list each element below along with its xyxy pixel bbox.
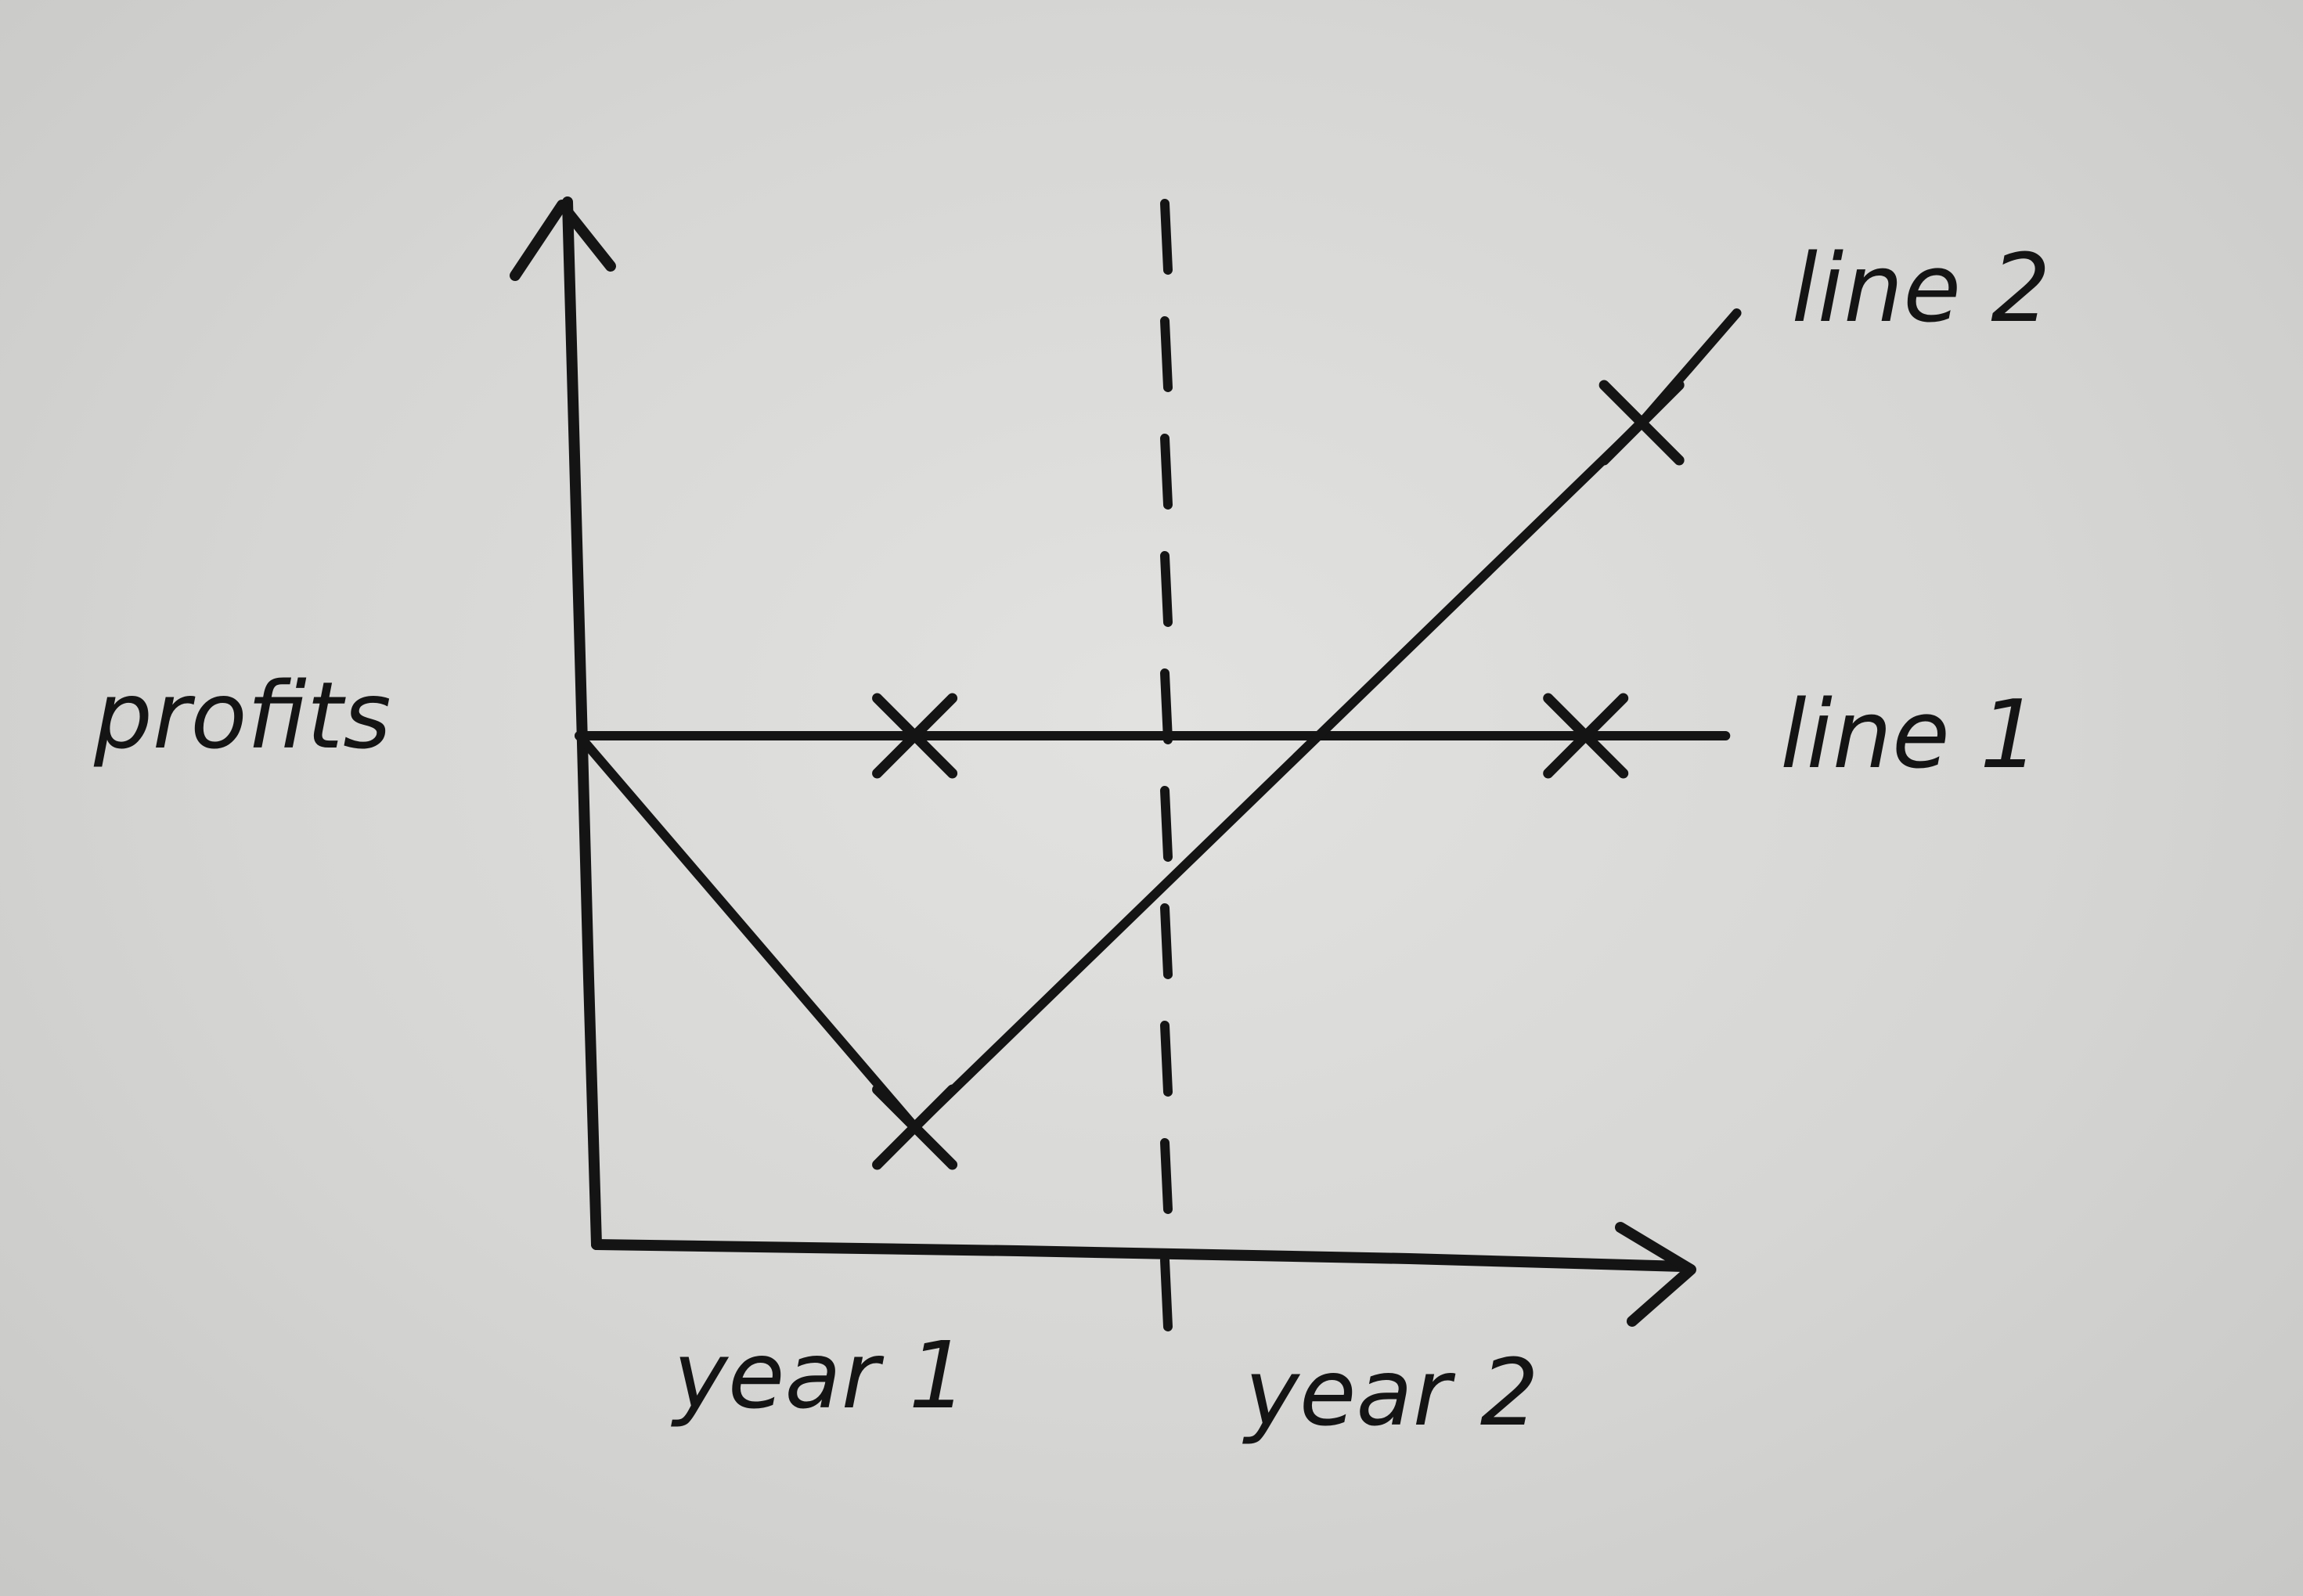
x-region-label-year2: year 2 xyxy=(1242,1338,1539,1446)
divider-dash xyxy=(1160,316,1173,392)
x-axis-arrow xyxy=(1615,1222,1696,1327)
series-1-marker xyxy=(872,693,958,779)
y-axis-label: profits xyxy=(93,661,391,769)
divider-dash xyxy=(1160,434,1173,510)
y-axis-arrow xyxy=(510,200,616,281)
year-divider-dashed-line xyxy=(1160,199,1173,1331)
y-axis xyxy=(562,196,602,1250)
divider-dash xyxy=(1160,1256,1173,1331)
series-label-line2: line 2 xyxy=(1792,235,2051,344)
divider-dash xyxy=(1160,668,1173,744)
x-region-label-year1: year 1 xyxy=(671,1321,968,1429)
divider-dash xyxy=(1160,551,1173,627)
series-1-marker xyxy=(1543,693,1629,779)
divider-dash xyxy=(1160,1021,1173,1097)
series-2-marker xyxy=(872,1084,958,1170)
x-axis xyxy=(591,1239,1689,1272)
series-label-line1: line 1 xyxy=(1780,681,2039,790)
series-layer xyxy=(575,308,1742,1170)
divider-dash xyxy=(1160,199,1173,275)
divider-dash xyxy=(1160,903,1173,979)
series-line-2 xyxy=(575,308,1742,1132)
series-2-marker xyxy=(1598,380,1685,466)
divider-dash xyxy=(1160,1138,1173,1214)
divider-dash xyxy=(1160,786,1173,862)
